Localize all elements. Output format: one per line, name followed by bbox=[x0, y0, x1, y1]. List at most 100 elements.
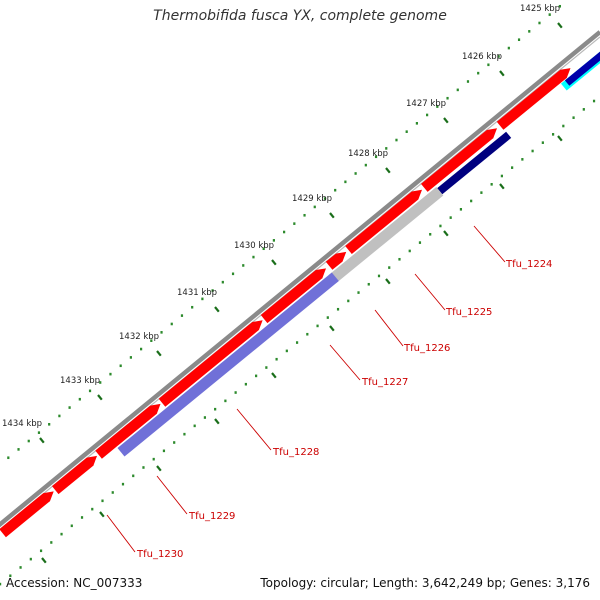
tick-label: 1428 kbp bbox=[348, 149, 388, 159]
ruler-major-tick bbox=[499, 70, 505, 77]
inner-track-dot bbox=[19, 566, 22, 569]
inner-track-dot bbox=[224, 399, 227, 403]
inner-track-dot bbox=[500, 174, 503, 178]
inner-track-dot bbox=[162, 449, 166, 453]
ruler-dot bbox=[477, 71, 480, 75]
ruler-dot bbox=[221, 280, 224, 284]
ruler-dot bbox=[58, 414, 61, 418]
inner-track-dot bbox=[244, 382, 247, 386]
gene-arrow bbox=[421, 128, 497, 192]
ruler-dot bbox=[344, 180, 347, 184]
leader-line bbox=[473, 225, 506, 263]
ruler-dot bbox=[293, 222, 296, 225]
inner-track-dot bbox=[541, 141, 544, 144]
ruler-dot bbox=[507, 46, 510, 50]
inner-track-dot bbox=[234, 391, 237, 394]
inner-major-tick bbox=[443, 230, 449, 237]
inner-track-dot bbox=[490, 183, 493, 186]
leader-line bbox=[414, 273, 446, 311]
inner-track-dot bbox=[70, 524, 73, 528]
ruler-dot bbox=[374, 155, 378, 159]
ruler-dot bbox=[37, 431, 41, 434]
tick-label: 1433 kbp bbox=[60, 376, 100, 386]
ruler-dot bbox=[191, 305, 194, 309]
inner-track-dot bbox=[152, 457, 155, 461]
tick-label: 1434 kbp bbox=[2, 419, 42, 429]
ruler-dot bbox=[395, 138, 398, 142]
ruler-dot bbox=[466, 80, 470, 83]
ruler-dot bbox=[68, 406, 71, 409]
ruler-dot bbox=[211, 289, 214, 292]
inner-track-dot bbox=[449, 216, 452, 219]
inner-track-dot bbox=[572, 116, 575, 119]
ruler-dot bbox=[538, 21, 541, 25]
gene-label: Tfu_1224 bbox=[505, 259, 552, 270]
inner-track-dot bbox=[429, 232, 432, 236]
inner-track-dot bbox=[50, 541, 53, 544]
ruler-dot bbox=[558, 4, 562, 8]
gene-label: Tfu_1229 bbox=[188, 511, 235, 522]
leader-line bbox=[106, 514, 136, 553]
feature-bar bbox=[564, 51, 600, 86]
ruler-dot bbox=[27, 439, 30, 443]
inner-track-dot bbox=[336, 307, 340, 311]
inner-track-dot bbox=[326, 316, 329, 319]
ruler-dot bbox=[528, 30, 531, 33]
ruler-dot bbox=[119, 364, 122, 368]
ruler-dot bbox=[140, 347, 143, 351]
inner-track-dot bbox=[316, 324, 319, 328]
ruler-dot bbox=[354, 172, 357, 175]
gene-label: Tfu_1226 bbox=[403, 343, 450, 354]
inner-track-dot bbox=[439, 224, 442, 228]
inner-track-dot bbox=[80, 516, 84, 519]
leader-line bbox=[374, 309, 404, 347]
leader-line bbox=[156, 475, 188, 515]
inner-track-dot bbox=[295, 341, 299, 344]
genome-backbone bbox=[0, 30, 600, 528]
ruler-dot bbox=[150, 339, 153, 342]
leader-line bbox=[236, 408, 272, 451]
inner-track-dot bbox=[275, 357, 278, 361]
inner-track-dot bbox=[357, 291, 360, 294]
ruler-dot bbox=[78, 397, 81, 401]
map-title: Thermobifida fusca YX, complete genome bbox=[153, 8, 447, 24]
ruler-dot bbox=[201, 297, 204, 301]
inner-major-tick bbox=[329, 325, 335, 332]
ruler-major-tick bbox=[271, 259, 277, 266]
inner-track-dot bbox=[285, 349, 288, 353]
ruler-major-tick bbox=[39, 437, 45, 444]
inner-track-dot bbox=[101, 499, 104, 503]
inner-track-dot bbox=[511, 166, 514, 169]
inner-track-dot bbox=[214, 407, 217, 411]
inner-major-tick bbox=[99, 511, 105, 518]
inner-track-dot bbox=[582, 108, 585, 111]
ruler-dot bbox=[415, 122, 419, 125]
inner-track-dot bbox=[0, 582, 2, 586]
inner-track-dot bbox=[377, 274, 381, 278]
inner-track-dot bbox=[562, 124, 565, 128]
ruler-major-tick bbox=[97, 394, 103, 401]
ruler-dot bbox=[334, 188, 337, 192]
ruler-dot bbox=[231, 272, 235, 276]
feature-bar bbox=[117, 272, 339, 457]
inner-track-dot bbox=[132, 474, 135, 478]
gene-arrow bbox=[496, 68, 571, 130]
ruler-dot bbox=[385, 147, 388, 150]
tick-label: 1427 kbp bbox=[406, 99, 446, 109]
ruler-dot bbox=[272, 239, 275, 242]
accession-label: Accession: NC_007333 bbox=[6, 576, 143, 590]
ruler-major-tick bbox=[329, 212, 335, 219]
inner-track-dot bbox=[470, 199, 473, 203]
inner-track-dot bbox=[142, 466, 145, 469]
inner-track-dot bbox=[367, 282, 370, 286]
inner-track-dot bbox=[347, 299, 350, 303]
ruler-dot bbox=[364, 163, 367, 167]
inner-major-tick bbox=[557, 135, 563, 142]
gene-label: Tfu_1227 bbox=[361, 377, 408, 388]
feature-bar bbox=[328, 187, 444, 284]
inner-track-dot bbox=[418, 241, 422, 244]
leader-line bbox=[329, 344, 361, 381]
ruler-dot bbox=[262, 247, 265, 251]
ruler-major-tick bbox=[156, 350, 162, 357]
